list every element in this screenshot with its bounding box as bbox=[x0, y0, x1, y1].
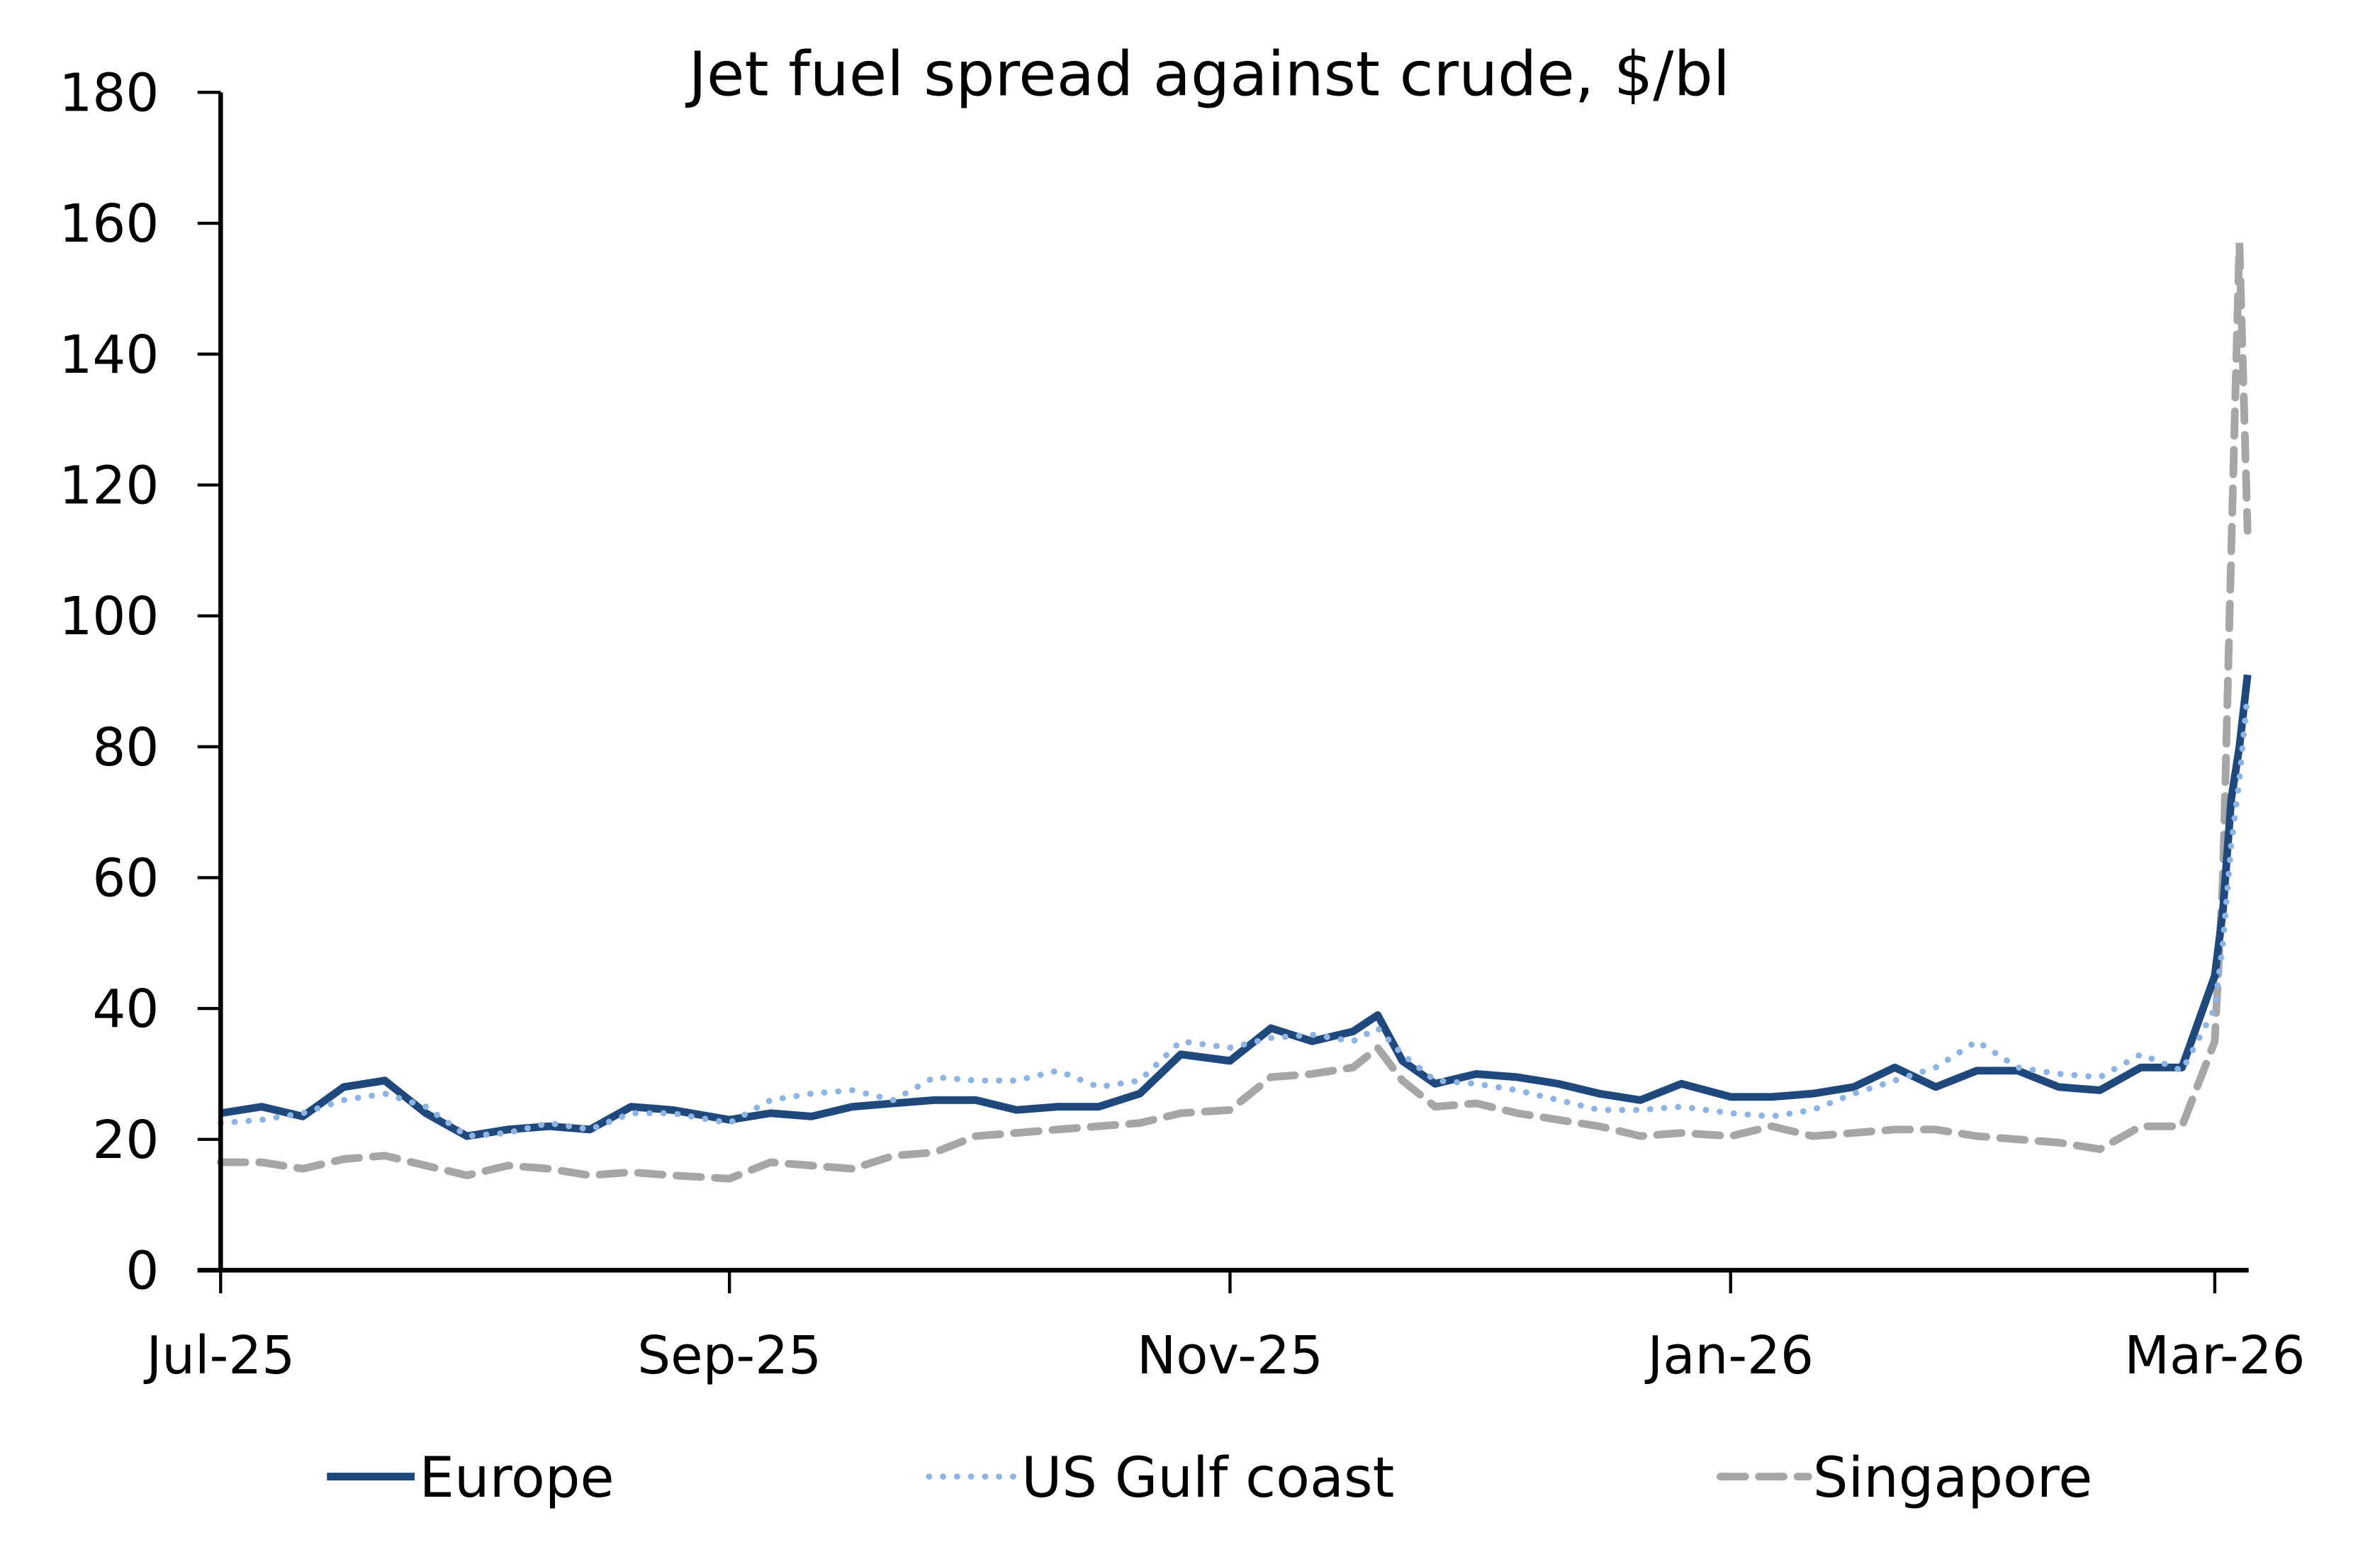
x-tick-label: Sep-25 bbox=[637, 1325, 821, 1386]
series-line-singapore bbox=[216, 242, 2252, 1183]
x-tick-label: Nov-25 bbox=[1137, 1325, 1323, 1386]
y-tick-label: 60 bbox=[92, 848, 159, 909]
series-layer bbox=[216, 242, 2252, 1183]
x-tick-label: Jul-25 bbox=[143, 1325, 295, 1386]
y-tick-label: 100 bbox=[59, 586, 159, 647]
x-ticks: Jul-25 Sep-25 Nov-25 Jan-26 Mar-26 bbox=[143, 1270, 2306, 1386]
legend: Europe US Gulf coast Singapore bbox=[327, 1446, 2092, 1510]
x-tick-label: Jan-26 bbox=[1645, 1325, 1814, 1386]
legend-label: Europe bbox=[420, 1446, 614, 1510]
y-tick-label: 120 bbox=[59, 455, 159, 516]
y-tick-label: 180 bbox=[59, 62, 159, 123]
y-tick-label: 80 bbox=[92, 717, 159, 778]
y-tick-label: 160 bbox=[59, 193, 159, 254]
y-tick-label: 0 bbox=[125, 1240, 159, 1301]
y-ticks: 0 20 40 60 80 100 120 140 160 180 bbox=[59, 62, 221, 1301]
legend-label: Singapore bbox=[1813, 1446, 2093, 1510]
chart-title: Jet fuel spread against crude, $/bl bbox=[685, 39, 1729, 111]
y-tick-label: 20 bbox=[92, 1110, 159, 1171]
legend-label: US Gulf coast bbox=[1021, 1446, 1394, 1510]
y-tick-label: 40 bbox=[92, 979, 159, 1040]
y-tick-label: 140 bbox=[59, 325, 159, 386]
series-line-europe bbox=[220, 674, 2252, 1140]
x-tick-label: Mar-26 bbox=[2124, 1325, 2305, 1386]
series-line-us-gulf-coast bbox=[217, 691, 2251, 1140]
